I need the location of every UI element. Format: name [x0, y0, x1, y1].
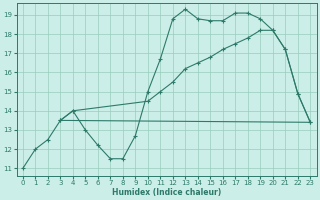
X-axis label: Humidex (Indice chaleur): Humidex (Indice chaleur): [112, 188, 221, 197]
